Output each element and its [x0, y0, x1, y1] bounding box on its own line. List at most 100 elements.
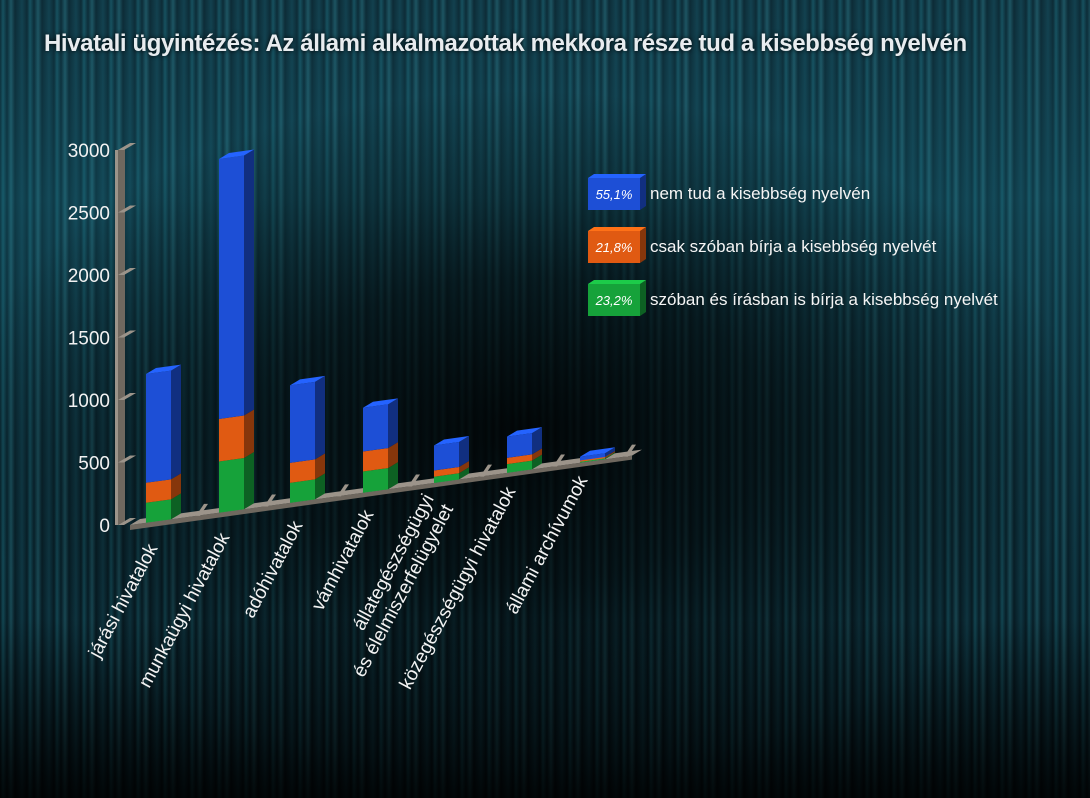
- x-axis-separator: [196, 503, 208, 516]
- bar-segment-green: [580, 452, 615, 463]
- bar-side-face: [244, 409, 254, 458]
- bar-side-face: [532, 427, 542, 455]
- bar-side-face: [171, 364, 181, 480]
- bar-side-face: [171, 473, 181, 500]
- y-tick-mark: [118, 518, 136, 525]
- bar-segment-blue: [580, 447, 615, 461]
- bar-side-face: [388, 398, 398, 449]
- bar-side-face: [532, 454, 542, 470]
- bar-side-face: [459, 460, 469, 474]
- y-tick-label: 2500: [68, 204, 110, 225]
- bar-front-face: [580, 453, 605, 461]
- bar-front-face: [580, 458, 605, 463]
- legend-label: nem tud a kisebbség nyelvén: [650, 184, 870, 203]
- y-tick-mark: [118, 330, 136, 338]
- bar-top-face: [507, 427, 542, 437]
- legend-percentage: 23,2%: [595, 293, 633, 308]
- y-tick-label: 500: [78, 454, 110, 475]
- bar-front-face: [146, 479, 171, 503]
- bar-front-face: [146, 370, 171, 483]
- legend-swatch-top: [588, 280, 646, 284]
- bar-segment-blue: [290, 375, 325, 463]
- bar-side-face: [605, 451, 615, 459]
- bar-side-face: [315, 473, 325, 500]
- legend-percentage: 55,1%: [596, 187, 633, 202]
- chart-title: Hivatali ügyintézés: Az állami alkalmazo…: [44, 30, 967, 57]
- bar-top-face: [363, 398, 398, 408]
- legend-swatch-side: [640, 174, 646, 210]
- bar-segment-blue: [146, 364, 181, 483]
- y-tick-label: 1500: [68, 329, 110, 350]
- x-category-label: adóhivatalok: [239, 517, 308, 622]
- y-tick-mark: [118, 455, 136, 463]
- legend-swatch-side: [640, 280, 646, 316]
- bar-top-face: [146, 364, 181, 375]
- bar-segment-green: [219, 451, 254, 513]
- bar-front-face: [434, 466, 459, 477]
- bar-side-face: [315, 375, 325, 460]
- bar-segment-orange: [434, 460, 469, 477]
- bar-segment-orange: [507, 448, 542, 465]
- legend-item: 21,8% csak szóban bírja a kisebbség nyelv…: [588, 227, 937, 263]
- bar-segment-blue: [507, 427, 542, 458]
- bar-segment-green: [363, 462, 398, 493]
- bar-side-face: [244, 451, 254, 510]
- bar-side-face: [244, 149, 254, 416]
- y-tick-label: 0: [99, 516, 110, 537]
- bar-segment-green: [507, 454, 542, 473]
- y-tick-label: 1000: [68, 391, 110, 412]
- bar-top-face: [219, 149, 254, 159]
- bar-side-face: [459, 435, 469, 467]
- legend-item: 55,1% nem tud a kisebbség nyelvén: [588, 174, 870, 210]
- bar-side-face: [315, 453, 325, 480]
- bar-front-face: [219, 155, 244, 419]
- legend-swatch: [588, 231, 640, 263]
- x-axis-separator: [408, 474, 420, 487]
- legend-label: szóban és írásban is bírja a kisebbség n…: [650, 290, 998, 309]
- bar-segment-blue: [363, 398, 398, 452]
- bar-front-face: [290, 459, 315, 483]
- y-tick-mark: [118, 143, 136, 150]
- bar-side-face: [171, 493, 181, 520]
- bar-side-face: [388, 442, 398, 469]
- bar-segment-green: [434, 467, 469, 483]
- bar-front-face: [290, 479, 315, 503]
- x-axis-separator: [553, 454, 565, 467]
- bar-front-face: [219, 457, 244, 513]
- legend: 55,1% nem tud a kisebbség nyelvén 21,8% csa…: [588, 174, 998, 316]
- bar-front-face: [580, 457, 605, 462]
- bar-front-face: [146, 499, 171, 523]
- bar-side-face: [605, 447, 615, 458]
- y-tick-label: 3000: [68, 141, 110, 162]
- bar-segment-orange: [363, 442, 398, 472]
- bar-segment-green: [146, 493, 181, 523]
- legend-swatch: [588, 284, 640, 316]
- legend-swatch: [588, 178, 640, 210]
- bar-front-face: [434, 473, 459, 483]
- bar-side-face: [605, 452, 615, 460]
- bar-side-face: [459, 467, 469, 480]
- bar-segment-orange: [146, 473, 181, 503]
- bar-segment-orange: [290, 453, 325, 483]
- bar-top-face: [580, 447, 615, 457]
- x-axis-separator: [480, 464, 492, 477]
- bar-front-face: [290, 381, 315, 463]
- x-axis-front: [130, 455, 632, 530]
- x-category-label: járási hivatalok: [84, 540, 162, 662]
- y-axis-line: [115, 150, 118, 525]
- y-tick-mark: [118, 268, 136, 275]
- bar-top-face: [290, 375, 325, 386]
- bar-segment-orange: [580, 451, 615, 462]
- bar-top-face: [434, 435, 469, 446]
- legend-swatch-top: [588, 174, 646, 178]
- y-tick-mark: [118, 393, 136, 400]
- bar-segment-blue: [219, 149, 254, 419]
- bar-front-face: [507, 454, 532, 465]
- x-category-label: állategészségügyiés élelmiszerfelügyelet: [330, 490, 459, 681]
- bar-side-face: [388, 462, 398, 490]
- x-axis-separator: [624, 444, 636, 457]
- bar-front-face: [363, 448, 388, 472]
- legend-swatch-side: [640, 227, 646, 263]
